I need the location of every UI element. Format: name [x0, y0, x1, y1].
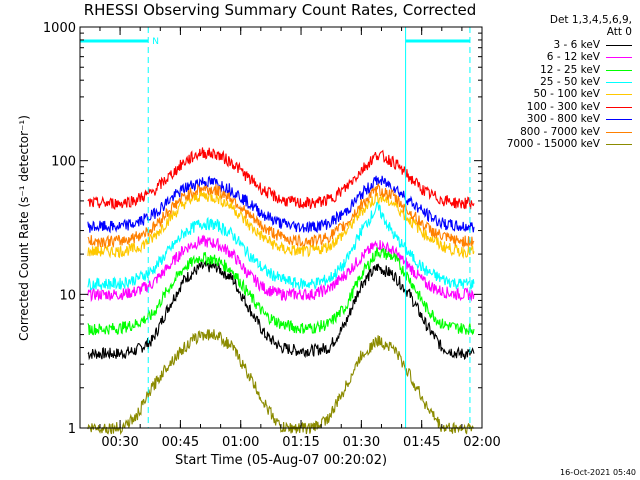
legend-swatch	[606, 94, 632, 96]
legend-swatch	[606, 119, 632, 121]
legend-swatch	[606, 44, 632, 46]
legend-entry: 100 - 300 keV	[484, 101, 636, 113]
legend-entry-label: 7000 - 15000 keV	[506, 137, 600, 150]
series-line-2	[87, 247, 475, 336]
legend-entry: 800 - 7000 keV	[484, 126, 636, 138]
legend-header-line-1: Det 1,3,4,5,6,9,	[549, 14, 632, 26]
series-line-4	[87, 189, 475, 259]
legend-header-line-2: Att 0	[606, 26, 632, 39]
legend-entry: 300 - 800 keV	[484, 113, 636, 125]
legend-entry-label: 12 - 25 keV	[540, 63, 600, 76]
x-tick-label: 00:30	[101, 435, 138, 450]
y-tick-label: 1	[68, 422, 76, 437]
x-tick-label: 01:45	[403, 435, 440, 450]
series-line-6	[87, 175, 475, 234]
x-tick-label: 00:45	[162, 435, 199, 450]
legend-entry: 12 - 25 keV	[484, 64, 636, 76]
series-line-3	[87, 201, 475, 291]
night-label-0: N	[152, 37, 159, 47]
series-layer	[87, 147, 475, 436]
legend-swatch	[606, 143, 632, 145]
chart-title: RHESSI Observing Summary Count Rates, Co…	[83, 1, 477, 19]
legend-entry-label: 25 - 50 keV	[540, 75, 600, 88]
legend-entry: 7000 - 15000 keV	[484, 138, 636, 150]
legend-entry: 25 - 50 keV	[484, 76, 636, 88]
legend-swatch	[606, 81, 632, 83]
legend-entry: 3 - 6 keV	[484, 39, 636, 51]
x-tick-label: 01:15	[282, 435, 319, 450]
y-tick-label: 10	[59, 288, 76, 303]
legend: Det 1,3,4,5,6,9, Att 0 3 - 6 keV 6 - 12 k…	[484, 14, 636, 150]
x-tick-label: 01:30	[343, 435, 380, 450]
legend-swatch	[606, 57, 632, 59]
legend-entry-label: 50 - 100 keV	[533, 88, 600, 101]
x-axis-label: Start Time (05-Aug-07 00:20:02)	[174, 453, 388, 468]
legend-entry: 50 - 100 keV	[484, 88, 636, 100]
legend-entry-label: 3 - 6 keV	[553, 38, 600, 51]
legend-swatch	[606, 131, 632, 133]
legend-entry-label: 100 - 300 keV	[526, 100, 600, 113]
legend-entry-label: 300 - 800 keV	[526, 113, 600, 126]
legend-entry: 6 - 12 keV	[484, 51, 636, 63]
timestamp: 16-Oct-2021 05:40	[560, 468, 636, 477]
legend-entry-label: 6 - 12 keV	[546, 51, 600, 64]
series-line-0	[87, 259, 475, 361]
x-tick-label: 01:00	[222, 435, 259, 450]
y-axis-label: Corrected Count Rate (s⁻¹ detector⁻¹)	[17, 115, 31, 341]
series-line-7	[87, 183, 475, 249]
legend-rows: 3 - 6 keV 6 - 12 keV 12 - 25 keV 25 - 50 ke…	[484, 39, 636, 151]
series-line-5	[87, 147, 475, 211]
x-tick-label: 02:00	[463, 435, 500, 450]
y-tick-label: 1000	[43, 21, 76, 36]
legend-entry-label: 800 - 7000 keV	[520, 125, 600, 138]
series-line-1	[87, 234, 475, 303]
legend-swatch	[606, 106, 632, 108]
y-tick-label: 100	[51, 155, 76, 170]
axis-layer: 1 10 100 1000 00:30 00:45 01:00 01:15 01:30 01:45…	[43, 21, 501, 450]
series-line-8	[87, 329, 475, 436]
legend-swatch	[606, 69, 632, 71]
